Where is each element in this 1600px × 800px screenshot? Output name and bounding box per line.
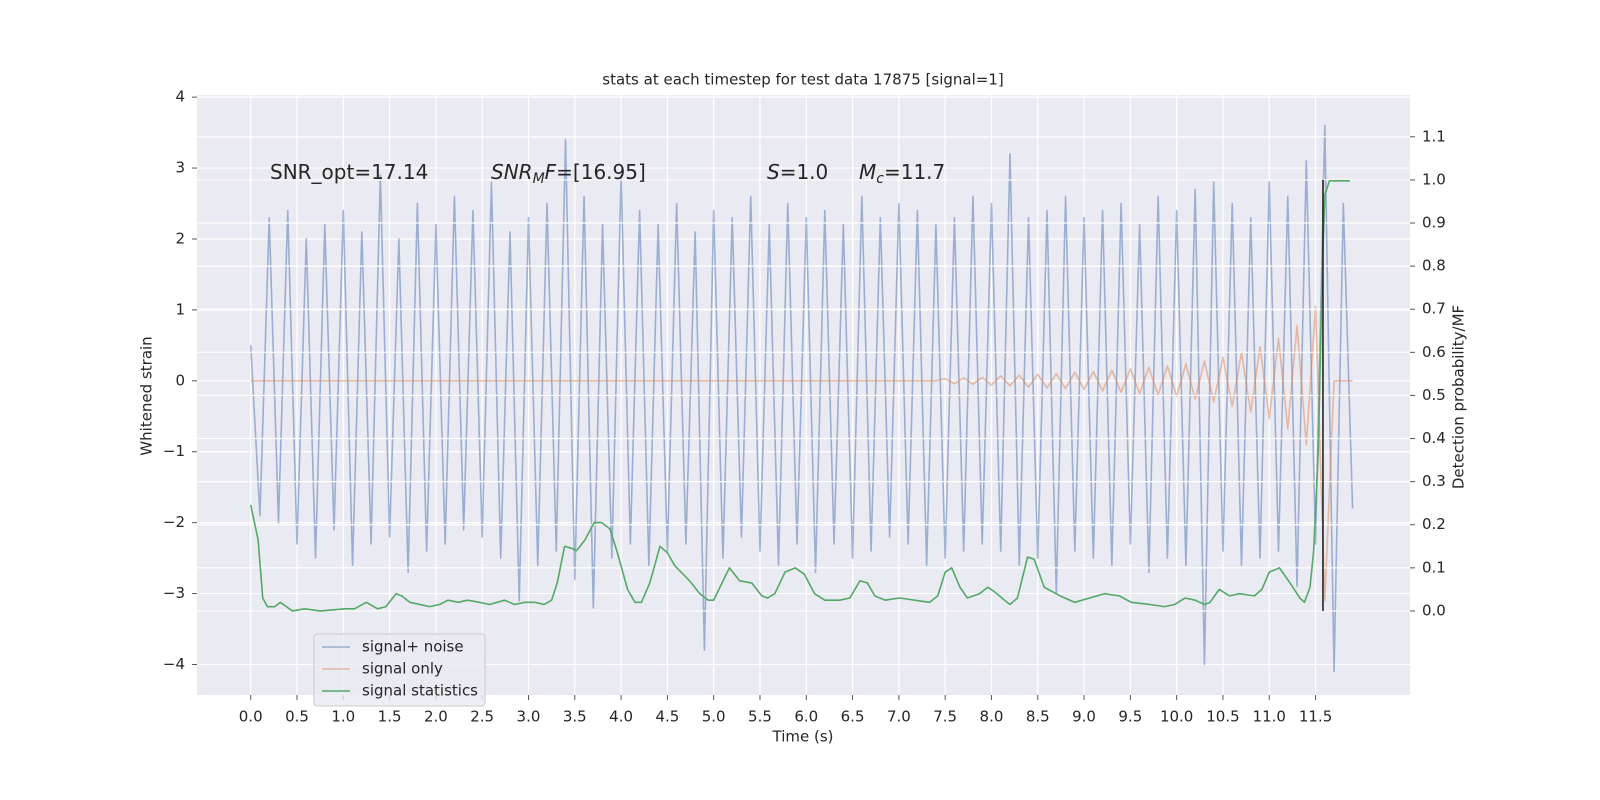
y2-tick-label: 0.3	[1422, 472, 1446, 490]
y2-axis-label: Detection probability/MF	[1450, 305, 1468, 489]
x-tick-label: 11.5	[1299, 708, 1332, 726]
y-tick-label: −1	[163, 442, 185, 460]
x-tick-label: 7.5	[933, 708, 957, 726]
x-tick-label: 8.5	[1026, 708, 1050, 726]
axes: 0.0 0.5 1.0 1.5 2.0 2.5 3.0 3.5 4.0 4.5 5.0 5.5 6.0 6…	[163, 88, 1446, 726]
y2-tick-label: 0.1	[1422, 558, 1446, 576]
x-tick-label: 1.0	[331, 708, 355, 726]
y-tick-label: −4	[163, 655, 185, 673]
x-tick-label: 5.0	[702, 708, 726, 726]
x-tick-label: 9.5	[1118, 708, 1142, 726]
x-tick-label: 6.5	[841, 708, 865, 726]
grid-right	[197, 136, 1410, 612]
x-tick-label: 2.5	[470, 708, 494, 726]
annotation-part: =11.7	[884, 160, 945, 184]
annotation-part: c	[876, 171, 884, 187]
y2-tick-label: 0.8	[1422, 257, 1446, 275]
y2-tick-label: 0.4	[1422, 429, 1446, 447]
annotation: SNRMF=[16.95]	[491, 160, 646, 188]
y-tick-label: 1	[175, 300, 185, 318]
legend: signal+ noise signal only signal statistic…	[313, 633, 486, 707]
series-line	[250, 305, 1353, 602]
y2-tick-label: 1.0	[1422, 170, 1446, 188]
annotation-part: =[16.95]	[556, 160, 646, 184]
x-tick-label: 8.0	[980, 708, 1004, 726]
legend-label: signal+ noise	[362, 638, 464, 656]
x-tick-label: 4.5	[655, 708, 679, 726]
y-tick-label: −3	[163, 584, 185, 602]
x-tick-label: 10.0	[1160, 708, 1193, 726]
annotation: S=1.0	[767, 160, 828, 184]
y-tick-label: 0	[175, 371, 185, 389]
legend-label: signal statistics	[362, 682, 478, 700]
annotation-part: SNR_opt=17.14	[270, 160, 428, 184]
y2-tick-label: 0.6	[1422, 343, 1446, 361]
legend-label: signal only	[362, 660, 443, 678]
annotation: Mc=11.7	[859, 160, 945, 188]
x-tick-label: 6.0	[794, 708, 818, 726]
y2-tick-label: 0.0	[1422, 601, 1446, 619]
y2-tick-label: 0.2	[1422, 515, 1446, 533]
x-tick-label: 1.5	[378, 708, 402, 726]
x-tick-label: 9.0	[1072, 708, 1096, 726]
x-tick-label: 0.5	[285, 708, 309, 726]
y-tick-label: 2	[175, 229, 185, 247]
y2-tick-label: 1.1	[1422, 127, 1446, 145]
x-axis-label: Time (s)	[772, 728, 834, 746]
x-tick-label: 0.0	[239, 708, 263, 726]
x-tick-label: 7.0	[887, 708, 911, 726]
x-tick-label: 11.0	[1253, 708, 1286, 726]
y-tick-label: −2	[163, 513, 185, 531]
y2-tick-label: 0.7	[1422, 300, 1446, 318]
annotation: SNR_opt=17.14	[270, 160, 428, 184]
left-series	[249, 124, 1354, 673]
annotation-part: M	[859, 160, 876, 184]
right-series	[249, 179, 1350, 612]
chart-title: stats at each timestep for test data 178…	[602, 71, 1003, 89]
x-tick-label: 5.5	[748, 708, 772, 726]
x-tick-label: 4.0	[609, 708, 633, 726]
x-tick-label: 10.5	[1206, 708, 1239, 726]
annotation-part: =1.0	[780, 160, 829, 184]
annotation-part: S	[767, 160, 780, 184]
y-tick-label: 4	[175, 88, 185, 106]
x-tick-label: 2.0	[424, 708, 448, 726]
series-line	[249, 179, 1350, 612]
annotation-part: F	[545, 160, 557, 184]
x-tick-label: 3.5	[563, 708, 587, 726]
y2-tick-label: 0.9	[1422, 214, 1446, 232]
y-tick-label: 3	[175, 159, 185, 177]
x-tick-label: 3.0	[517, 708, 541, 726]
annotation-part: M	[533, 171, 545, 187]
legend-box	[313, 633, 486, 707]
y2-tick-label: 0.5	[1422, 386, 1446, 404]
annotation-part: SNR	[491, 160, 533, 184]
y-axis-label: Whitened strain	[138, 336, 156, 455]
